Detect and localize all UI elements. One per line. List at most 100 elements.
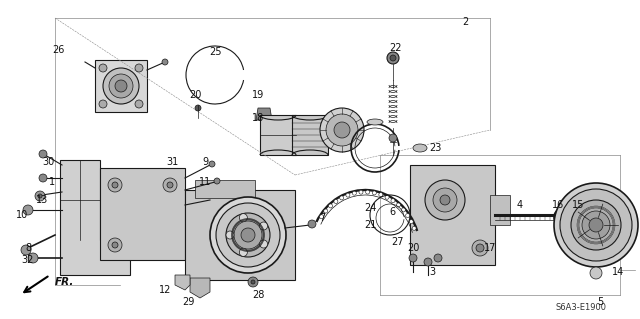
Circle shape	[216, 203, 280, 267]
Circle shape	[226, 231, 234, 239]
Circle shape	[387, 52, 399, 64]
Polygon shape	[190, 278, 210, 298]
Circle shape	[214, 178, 220, 184]
Circle shape	[260, 222, 268, 230]
Polygon shape	[175, 275, 190, 290]
Circle shape	[108, 178, 122, 192]
Text: 16: 16	[552, 200, 564, 210]
Circle shape	[112, 182, 118, 188]
Polygon shape	[195, 180, 255, 198]
Circle shape	[108, 238, 122, 252]
Circle shape	[359, 190, 363, 194]
Circle shape	[112, 242, 118, 248]
Circle shape	[326, 114, 358, 146]
Text: 17: 17	[484, 243, 496, 253]
Circle shape	[440, 195, 450, 205]
Circle shape	[163, 178, 177, 192]
Circle shape	[389, 134, 397, 142]
Circle shape	[334, 199, 338, 204]
Circle shape	[396, 203, 401, 207]
Polygon shape	[60, 160, 130, 275]
Circle shape	[424, 258, 432, 266]
Circle shape	[23, 205, 33, 215]
Circle shape	[239, 214, 247, 222]
Polygon shape	[292, 115, 328, 155]
Circle shape	[319, 215, 324, 219]
Circle shape	[209, 161, 215, 167]
Circle shape	[251, 280, 255, 284]
Circle shape	[365, 190, 370, 194]
Circle shape	[406, 213, 410, 218]
Text: 8: 8	[25, 243, 31, 253]
Text: 14: 14	[612, 267, 624, 277]
Circle shape	[372, 191, 376, 195]
Circle shape	[425, 180, 465, 220]
Circle shape	[346, 193, 350, 197]
Circle shape	[109, 74, 133, 98]
Text: 7: 7	[319, 213, 325, 223]
Circle shape	[234, 221, 262, 249]
Text: 12: 12	[159, 285, 171, 295]
Circle shape	[195, 105, 201, 111]
Text: 27: 27	[392, 237, 404, 247]
Polygon shape	[260, 115, 296, 155]
Ellipse shape	[567, 208, 577, 226]
Circle shape	[162, 59, 168, 65]
Circle shape	[401, 208, 405, 212]
Text: 9: 9	[202, 157, 208, 167]
Polygon shape	[410, 165, 495, 265]
Text: 1: 1	[49, 177, 55, 187]
Circle shape	[353, 191, 356, 195]
Circle shape	[239, 249, 247, 256]
Text: 11: 11	[199, 177, 211, 187]
Text: 23: 23	[429, 143, 441, 153]
Polygon shape	[185, 190, 295, 280]
Circle shape	[385, 195, 389, 199]
Circle shape	[39, 174, 47, 182]
Circle shape	[571, 200, 621, 250]
Circle shape	[379, 193, 383, 197]
Circle shape	[560, 189, 632, 261]
Polygon shape	[256, 108, 272, 120]
Circle shape	[390, 55, 396, 61]
Text: S6A3-E1900: S6A3-E1900	[555, 303, 606, 313]
Circle shape	[324, 209, 328, 213]
Circle shape	[167, 182, 173, 188]
Polygon shape	[100, 168, 185, 260]
Circle shape	[210, 197, 286, 273]
Text: FR.: FR.	[55, 277, 74, 287]
Circle shape	[340, 196, 344, 200]
Circle shape	[391, 199, 395, 203]
Circle shape	[334, 122, 350, 138]
Text: 21: 21	[364, 220, 376, 230]
Circle shape	[433, 188, 457, 212]
Circle shape	[135, 100, 143, 108]
Circle shape	[320, 108, 364, 152]
Text: 18: 18	[252, 113, 264, 123]
Text: 6: 6	[389, 207, 395, 217]
Circle shape	[226, 213, 270, 257]
Text: 29: 29	[182, 297, 194, 307]
Circle shape	[409, 254, 417, 262]
Polygon shape	[490, 195, 510, 225]
Circle shape	[35, 191, 45, 201]
Circle shape	[103, 68, 139, 104]
Text: 30: 30	[42, 157, 54, 167]
Circle shape	[21, 245, 31, 255]
Text: 28: 28	[252, 290, 264, 300]
Circle shape	[589, 238, 599, 248]
Circle shape	[472, 240, 488, 256]
Text: 25: 25	[209, 47, 221, 57]
Text: 31: 31	[166, 157, 178, 167]
Text: 2: 2	[462, 17, 468, 27]
Text: 13: 13	[36, 195, 48, 205]
Ellipse shape	[367, 119, 383, 125]
Circle shape	[248, 277, 258, 287]
Circle shape	[412, 226, 416, 230]
Ellipse shape	[413, 144, 427, 152]
Circle shape	[241, 228, 255, 242]
Circle shape	[409, 220, 413, 224]
Circle shape	[434, 254, 442, 262]
Circle shape	[38, 194, 42, 198]
Circle shape	[476, 244, 484, 252]
